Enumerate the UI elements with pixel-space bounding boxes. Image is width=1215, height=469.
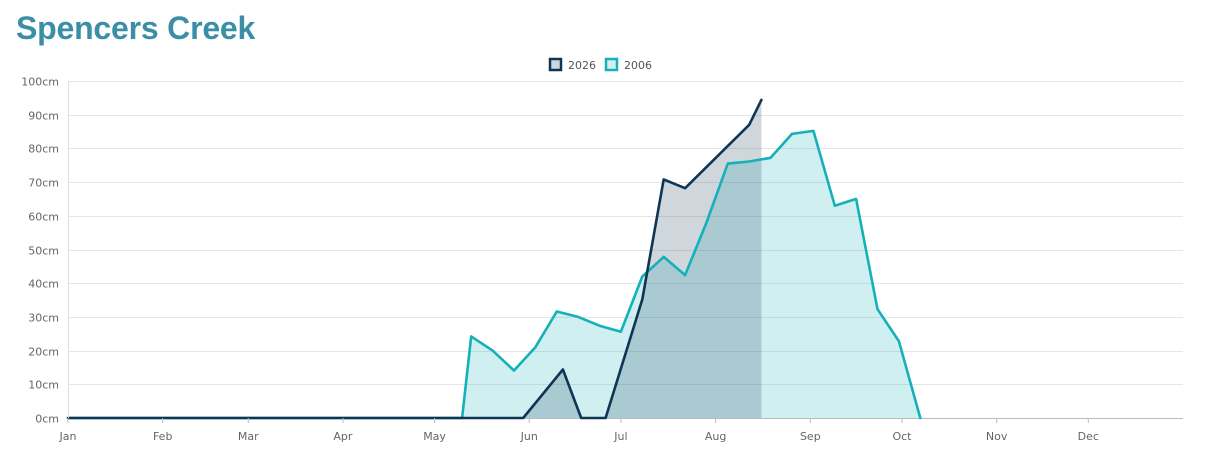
- y-tick-label: 90cm: [28, 110, 59, 123]
- x-tick-label: Jun: [520, 430, 538, 443]
- axes: 0cm 10cm 20cm 30cm 40cm 50cm 60cm 70cm 80cm 90cm 1…: [21, 76, 1099, 444]
- legend-label: 2026: [568, 59, 596, 72]
- legend-swatch: [604, 57, 619, 72]
- x-tick-label: Sep: [800, 430, 821, 443]
- x-tick-label: Jan: [59, 430, 77, 443]
- y-tick-label: 0cm: [35, 413, 59, 426]
- y-tick-label: 80cm: [28, 143, 59, 156]
- x-tick-label: Feb: [153, 430, 172, 443]
- y-tick-label: 20cm: [28, 346, 59, 359]
- x-tick-label: May: [423, 430, 446, 443]
- y-tick-label: 100cm: [21, 76, 59, 89]
- legend-label: 2006: [624, 59, 652, 72]
- x-tick-label: Jul: [613, 430, 627, 443]
- series-area-2026: [68, 99, 762, 419]
- series-area-2006: [68, 130, 921, 418]
- x-tick-label: Oct: [892, 430, 912, 443]
- x-tick-label: Dec: [1078, 430, 1099, 443]
- x-tick-label: Nov: [986, 430, 1008, 443]
- page-title: Spencers Creek: [16, 10, 256, 46]
- series-areas: [68, 99, 921, 419]
- x-tick-label: Aug: [705, 430, 726, 443]
- y-tick-label: 10cm: [28, 379, 59, 392]
- legend-item-2026[interactable]: 2026: [548, 57, 596, 72]
- y-tick-label: 60cm: [28, 211, 59, 224]
- x-tick-label: Mar: [238, 430, 259, 443]
- legend: 2026 2006: [548, 57, 652, 72]
- legend-swatch: [548, 57, 563, 72]
- series-lines: [66, 98, 922, 420]
- y-tick-label: 50cm: [28, 245, 59, 258]
- y-tick-label: 40cm: [28, 278, 59, 291]
- x-tick-label: Apr: [333, 430, 353, 443]
- legend-item-2006[interactable]: 2006: [604, 57, 652, 72]
- y-tick-label: 70cm: [28, 177, 59, 190]
- y-tick-label: 30cm: [28, 312, 59, 325]
- series-line-2026: [66, 98, 763, 420]
- series-line-2006: [66, 129, 922, 420]
